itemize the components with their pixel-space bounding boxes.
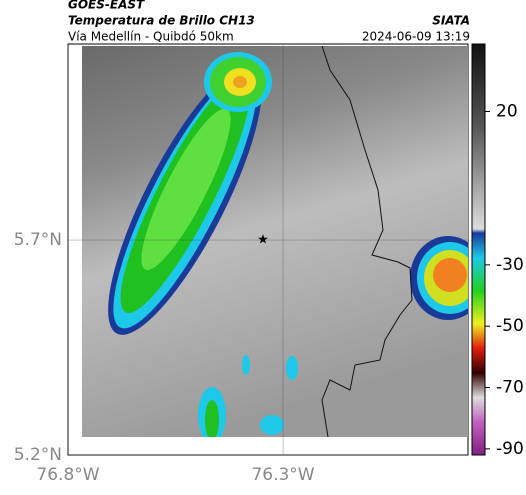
- colorbar-tick-label: -90: [496, 439, 524, 459]
- coastline: [321, 46, 413, 437]
- imagery: ★: [82, 46, 468, 437]
- colorbar-tick-label: -50: [496, 316, 524, 336]
- lon-tick-label: 76.3°W: [251, 465, 314, 485]
- colorbar-tick-label: -30: [496, 255, 524, 275]
- lat-tick-label: 5.7°N: [14, 230, 62, 250]
- subtitle: Vía Medellín - Quibdó 50km: [68, 30, 234, 44]
- source: GOES-EAST: [68, 0, 145, 12]
- lat-tick-label: 5.2°N: [14, 445, 62, 465]
- title: Temperatura de Brillo CH13: [68, 14, 255, 28]
- colorbar-tick-label: 20: [496, 101, 518, 121]
- colorbar-tick-label: -70: [496, 378, 524, 398]
- org: SIATA: [432, 14, 470, 28]
- lon-tick-label: 76.8°W: [36, 465, 99, 485]
- colorbar: [471, 43, 486, 456]
- datetime: 2024-06-09 13:19: [362, 30, 470, 44]
